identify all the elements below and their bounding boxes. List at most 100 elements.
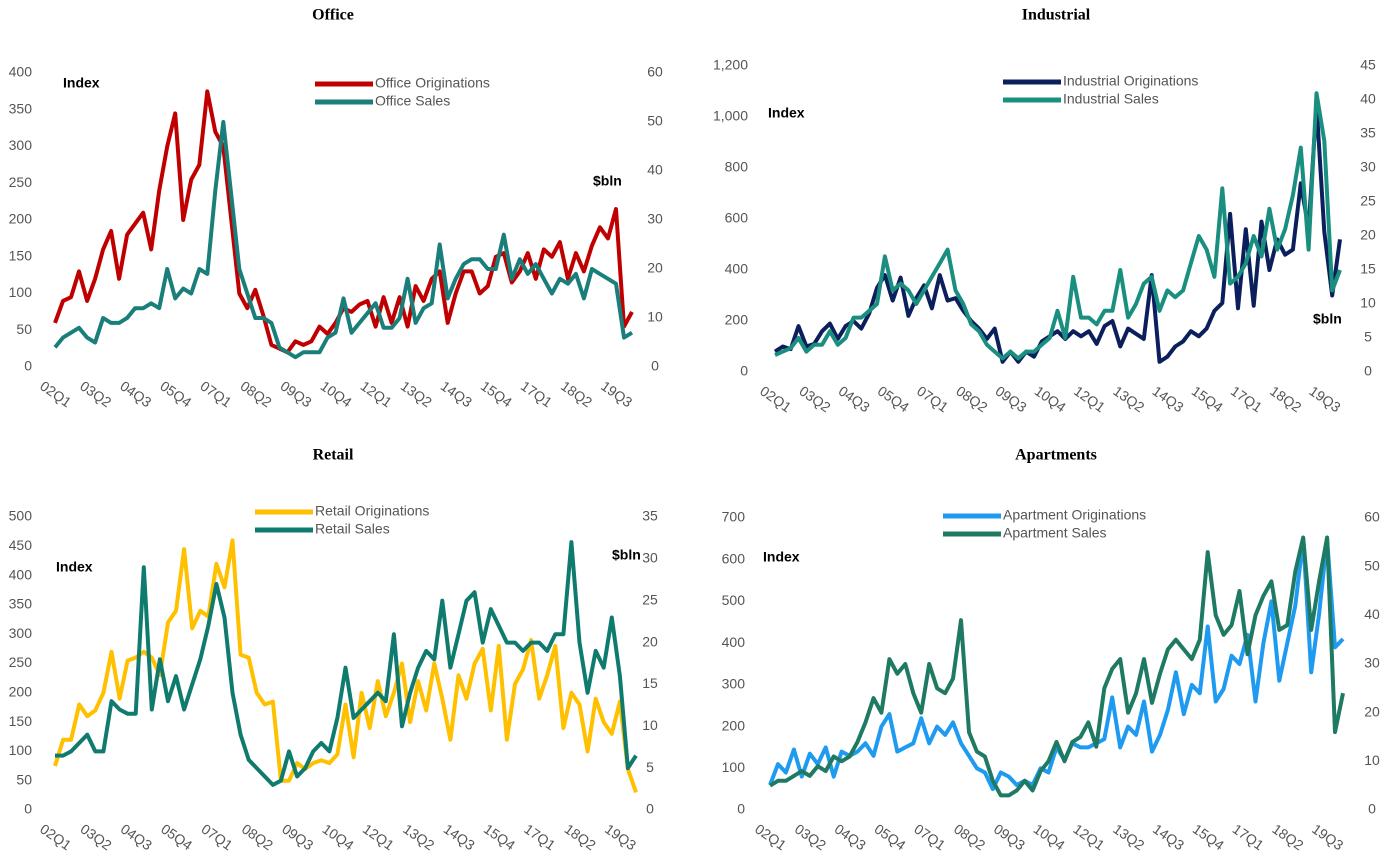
x-tick-label: 13Q2 — [400, 821, 437, 854]
x-tick-label: 09Q3 — [278, 378, 315, 411]
x-tick-label: 14Q3 — [438, 378, 475, 411]
y2-tick-label: 15 — [1360, 261, 1376, 277]
y2-tick-label: 10 — [1360, 295, 1376, 311]
x-tick-label: 19Q3 — [598, 378, 635, 411]
x-tick-label: 07Q1 — [197, 378, 234, 411]
y-tick-label: 100 — [9, 742, 33, 758]
data-line — [774, 91, 1342, 361]
y2-axis-label: $bln — [1313, 311, 1342, 327]
x-tick-label: 03Q2 — [77, 378, 114, 411]
y-tick-label: 600 — [722, 550, 746, 566]
y-tick-label: 350 — [9, 100, 33, 116]
y-tick-label: 250 — [9, 174, 33, 190]
y2-axis-label: $bln — [612, 547, 641, 563]
y-tick-label: 250 — [9, 654, 33, 670]
y2-tick-label: 20 — [1364, 703, 1380, 719]
legend-label: Office Sales — [375, 93, 450, 109]
y-tick-label: 1,200 — [713, 57, 748, 73]
x-tick-label: 19Q3 — [1306, 383, 1343, 416]
y2-tick-label: 0 — [651, 358, 659, 374]
data-line — [768, 535, 1345, 798]
data-line — [53, 120, 634, 360]
y-tick-label: 400 — [725, 261, 749, 277]
x-tick-label: 07Q1 — [911, 821, 948, 854]
y2-tick-label: 45 — [1360, 57, 1376, 73]
x-tick-label: 17Q1 — [521, 821, 558, 854]
y-tick-label: 800 — [725, 159, 749, 175]
y-tick-label: 200 — [9, 211, 33, 227]
x-tick-label: 13Q2 — [1110, 821, 1147, 854]
x-tick-label: 03Q2 — [796, 383, 833, 416]
y-tick-label: 500 — [9, 508, 33, 524]
y2-tick-label: 10 — [647, 309, 663, 325]
chart-title: Apartments — [1015, 447, 1097, 464]
y2-tick-label: 20 — [647, 260, 663, 276]
y-tick-label: 0 — [740, 363, 748, 379]
y2-tick-label: 25 — [1360, 193, 1376, 209]
x-tick-label: 09Q3 — [279, 821, 316, 854]
x-tick-label: 10Q4 — [1031, 821, 1068, 854]
x-tick-label: 17Q1 — [1228, 383, 1265, 416]
x-tick-label: 07Q1 — [199, 821, 236, 854]
y-tick-label: 100 — [722, 759, 746, 775]
x-tick-label: 09Q3 — [993, 383, 1030, 416]
x-tick-label: 08Q2 — [951, 821, 988, 854]
x-tick-label: 19Q3 — [1309, 821, 1346, 854]
y2-tick-label: 5 — [1364, 329, 1372, 345]
legend-label: Industrial Originations — [1063, 73, 1198, 89]
data-line — [773, 102, 1342, 364]
y2-tick-label: 40 — [1364, 606, 1380, 622]
y-tick-label: 200 — [9, 684, 33, 700]
y-tick-label: 300 — [9, 625, 33, 641]
legend-label: Retail Sales — [315, 521, 390, 537]
y2-tick-label: 30 — [1360, 159, 1376, 175]
legend-label: Office Originations — [375, 75, 490, 91]
x-tick-label: 10Q4 — [318, 378, 355, 411]
y2-tick-label: 30 — [647, 211, 663, 227]
x-tick-label: 18Q2 — [558, 378, 595, 411]
chart-title: Industrial — [1022, 7, 1091, 24]
y2-tick-label: 0 — [646, 801, 654, 817]
x-tick-label: 08Q2 — [237, 378, 274, 411]
x-tick-label: 02Q1 — [37, 821, 74, 854]
x-tick-label: 10Q4 — [1032, 383, 1069, 416]
y-tick-label: 200 — [722, 717, 746, 733]
y-axis-label: Index — [768, 105, 805, 121]
legend-label: Apartment Originations — [1003, 507, 1146, 523]
x-tick-label: 04Q3 — [832, 821, 869, 854]
chart-title: Retail — [313, 447, 354, 464]
data-line — [53, 538, 638, 794]
y-tick-label: 400 — [722, 634, 746, 650]
y-tick-label: 700 — [722, 509, 746, 525]
y-tick-label: 400 — [9, 566, 33, 582]
y-tick-label: 50 — [16, 321, 32, 337]
y-tick-label: 50 — [16, 771, 32, 787]
y2-tick-label: 30 — [642, 550, 658, 566]
x-tick-label: 15Q4 — [478, 378, 515, 411]
y-axis-label: Index — [63, 75, 100, 91]
x-tick-label: 18Q2 — [562, 821, 599, 854]
x-tick-label: 04Q3 — [836, 383, 873, 416]
y-tick-label: 150 — [9, 713, 33, 729]
y2-tick-label: 15 — [642, 675, 658, 691]
x-tick-label: 04Q3 — [117, 378, 154, 411]
x-tick-label: 09Q3 — [991, 821, 1028, 854]
y2-tick-label: 60 — [647, 64, 663, 80]
x-tick-label: 04Q3 — [118, 821, 155, 854]
x-tick-label: 12Q1 — [360, 821, 397, 854]
x-tick-label: 15Q4 — [1190, 821, 1227, 854]
y2-tick-label: 50 — [1364, 557, 1380, 573]
x-tick-label: 15Q4 — [481, 821, 518, 854]
x-tick-label: 14Q3 — [441, 821, 478, 854]
x-tick-label: 10Q4 — [320, 821, 357, 854]
y2-axis-label: $bln — [593, 173, 622, 189]
x-tick-label: 12Q1 — [1071, 383, 1108, 416]
y2-tick-label: 10 — [642, 717, 658, 733]
x-tick-label: 14Q3 — [1150, 821, 1187, 854]
legend-label: Apartment Sales — [1003, 525, 1107, 541]
y-tick-label: 350 — [9, 596, 33, 612]
y2-tick-label: 35 — [1360, 125, 1376, 141]
y2-tick-label: 30 — [1364, 655, 1380, 671]
y-tick-label: 300 — [722, 676, 746, 692]
